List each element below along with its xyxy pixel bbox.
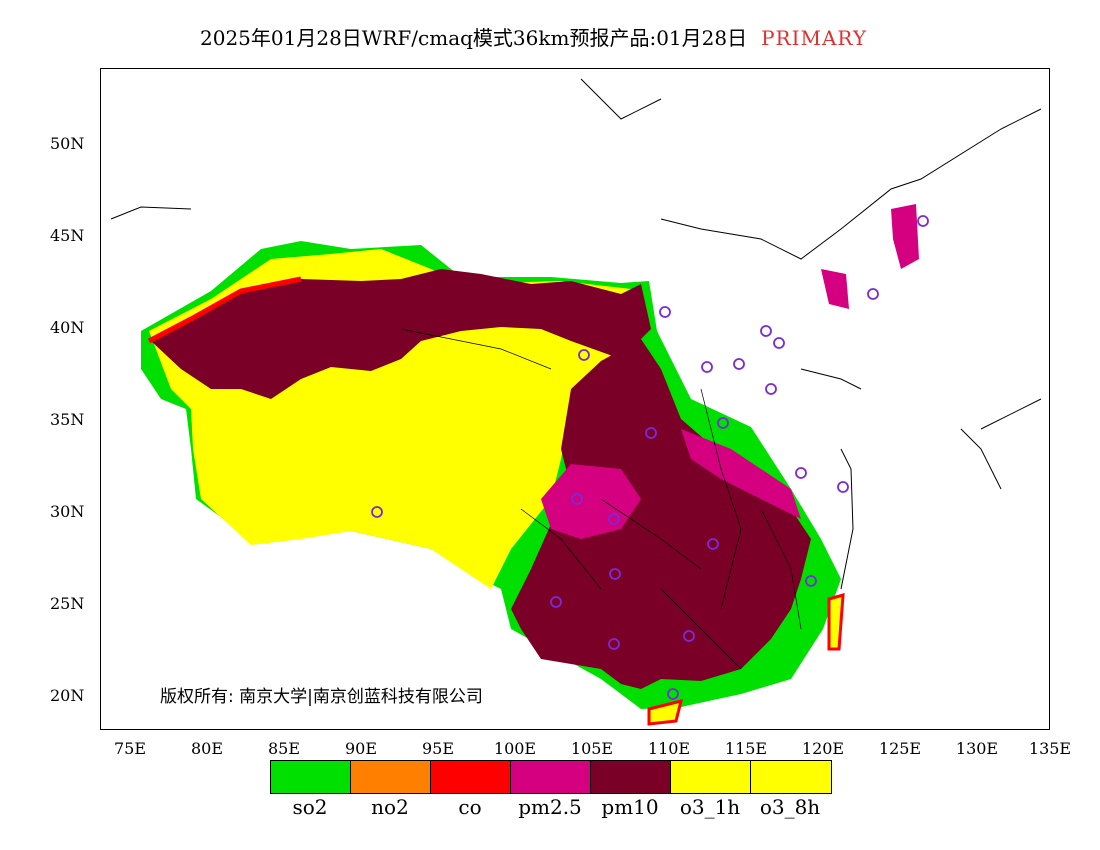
lon-label: 125E (878, 739, 922, 758)
map-title: 2025年01月28日WRF/cmaq模式36km预报产品:01月28日 PRIM… (200, 22, 867, 51)
lon-label: 90E (344, 739, 378, 758)
legend-label: so2 (292, 795, 328, 819)
lon-label: 95E (421, 739, 455, 758)
legend-label: no2 (371, 795, 409, 819)
legend-swatch-pm25 (511, 761, 591, 793)
lon-label: 135E (1028, 739, 1072, 758)
lat-label: 45N (50, 226, 85, 245)
station-marker (765, 383, 777, 395)
lat-label: 50N (50, 134, 85, 153)
pollutant-map (110, 78, 1042, 726)
station-markers (371, 215, 929, 700)
lon-label: 85E (267, 739, 301, 758)
lat-label: 20N (50, 686, 85, 705)
station-marker (701, 361, 713, 373)
station-marker (550, 596, 562, 608)
legend-swatch-pm10 (591, 761, 671, 793)
station-marker (760, 325, 772, 337)
station-marker (667, 688, 679, 700)
co-edge-hainan (647, 698, 684, 726)
lon-label: 75E (113, 739, 147, 758)
primary-tag: PRIMARY (761, 26, 868, 50)
legend-label: co (458, 795, 482, 819)
map-frame (100, 68, 1050, 730)
station-marker (571, 493, 583, 505)
lon-label: 115E (724, 739, 768, 758)
legend-bar (270, 760, 832, 794)
legend-label: o3_8h (759, 795, 821, 819)
lon-label: 80E (190, 739, 224, 758)
lat-label: 40N (50, 318, 85, 337)
station-marker (683, 630, 695, 642)
station-marker (578, 349, 590, 361)
station-marker (733, 358, 745, 370)
legend-swatch-o3-8h (751, 761, 831, 793)
legend-swatch-no2 (351, 761, 431, 793)
co-edge-north (147, 276, 302, 344)
pm25-pocket-sichuan (541, 464, 641, 539)
station-marker (659, 306, 671, 318)
station-marker (609, 568, 621, 580)
pm25-pocket-hubei (681, 429, 801, 519)
taiwan (827, 592, 845, 651)
legend-label: pm10 (601, 795, 659, 819)
lon-label: 100E (493, 739, 537, 758)
station-marker (645, 427, 657, 439)
title-text: 2025年01月28日WRF/cmaq模式36km预报产品:01月28日 (200, 26, 748, 50)
legend-label: o3_1h (679, 795, 741, 819)
station-marker (717, 417, 729, 429)
coastline (110, 78, 1042, 590)
pm25-pocket-ne (891, 204, 919, 269)
pm10-north-band (151, 269, 651, 399)
station-marker (805, 575, 817, 587)
station-marker (707, 538, 719, 550)
copyright-text: 版权所有: 南京大学|南京创蓝科技有限公司 (160, 687, 483, 707)
pm25-pocket-hebei (821, 269, 849, 309)
lat-label: 30N (50, 502, 85, 521)
pm10-south-mass (511, 339, 811, 689)
legend-swatch-so2 (271, 761, 351, 793)
lon-label: 120E (801, 739, 845, 758)
station-marker (773, 337, 785, 349)
lat-label: 25N (50, 594, 85, 613)
station-marker (795, 467, 807, 479)
station-marker (608, 638, 620, 650)
lat-label: 35N (50, 410, 85, 429)
legend-swatch-o3-1h (671, 761, 751, 793)
station-marker (867, 288, 879, 300)
station-marker (608, 513, 620, 525)
lon-label: 110E (647, 739, 691, 758)
lon-label: 130E (955, 739, 999, 758)
legend-label: pm2.5 (518, 795, 582, 819)
lon-label: 105E (570, 739, 614, 758)
station-marker (917, 215, 929, 227)
station-marker (371, 506, 383, 518)
legend-swatch-co (431, 761, 511, 793)
province-borders (400, 328, 802, 670)
legend-labels: so2 no2 co pm2.5 pm10 o3_1h o3_8h (270, 795, 830, 819)
station-marker (837, 481, 849, 493)
